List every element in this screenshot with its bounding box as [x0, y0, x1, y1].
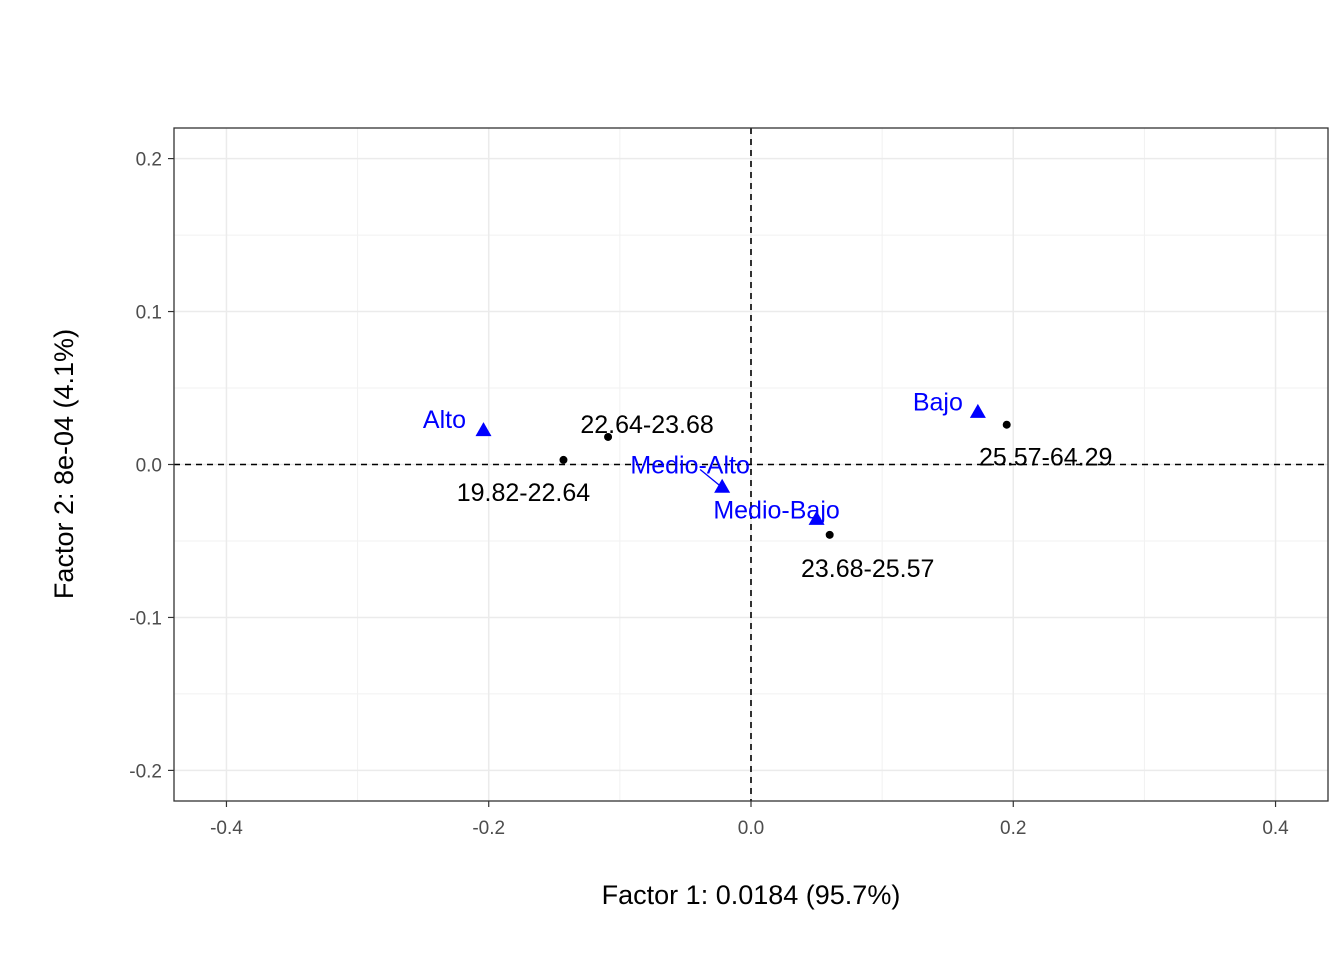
point-label-19-82-22-64: 19.82-22.64 — [457, 479, 591, 507]
y-tick-label: 0.2 — [136, 150, 162, 171]
reference-lines — [174, 128, 1328, 801]
y-tick-label: -0.1 — [129, 608, 162, 629]
triangle-point-medio-alto — [714, 478, 731, 493]
x-tick-label: 0.2 — [1000, 818, 1026, 839]
x-axis-title: Factor 1: 0.0184 (95.7%) — [602, 880, 901, 910]
point-label-bajo: Bajo — [913, 388, 963, 416]
point-label-22-64-23-68: 22.64-23.68 — [580, 411, 713, 439]
triangle-point-medio-bajo — [808, 510, 825, 525]
point-label-23-68-25-57: 23.68-25.57 — [801, 555, 934, 583]
triangle-point-bajo — [969, 403, 986, 418]
x-axis-ticks: -0.4 -0.2 0.0 0.2 0.4 — [210, 801, 1289, 839]
y-axis-ticks: -0.2 -0.1 0.0 0.1 0.2 — [129, 150, 174, 782]
x-tick-label: 0.0 — [738, 818, 764, 839]
y-axis-title: Factor 2: 8e-04 (4.1%) — [49, 329, 79, 599]
point-labels: Alto Medio-Alto Medio-Bajo Bajo 19.82-22.64 2… — [423, 388, 1113, 582]
dot-point-19-82-22-64 — [559, 455, 568, 464]
triangle-point-alto — [475, 422, 492, 437]
point-label-25-57-64-29: 25.57-64.29 — [979, 444, 1112, 472]
x-tick-label: -0.2 — [472, 818, 505, 839]
y-tick-label: -0.2 — [129, 761, 162, 782]
y-tick-label: 0.1 — [136, 303, 162, 324]
dot-point-23-68-25-57 — [825, 530, 834, 539]
y-tick-label: 0.0 — [136, 456, 162, 477]
label-leader-line — [699, 468, 723, 488]
dot-point-22-64-23-68 — [604, 432, 613, 441]
point-label-medio-alto: Medio-Alto — [630, 451, 750, 479]
dot-point-25-57-64-29 — [1002, 420, 1011, 429]
point-label-medio-bajo: Medio-Bajo — [713, 497, 839, 525]
x-tick-label: 0.4 — [1262, 818, 1289, 839]
point-label-alto: Alto — [423, 406, 466, 434]
data-marks — [475, 403, 1011, 539]
x-tick-label: -0.4 — [210, 818, 243, 839]
